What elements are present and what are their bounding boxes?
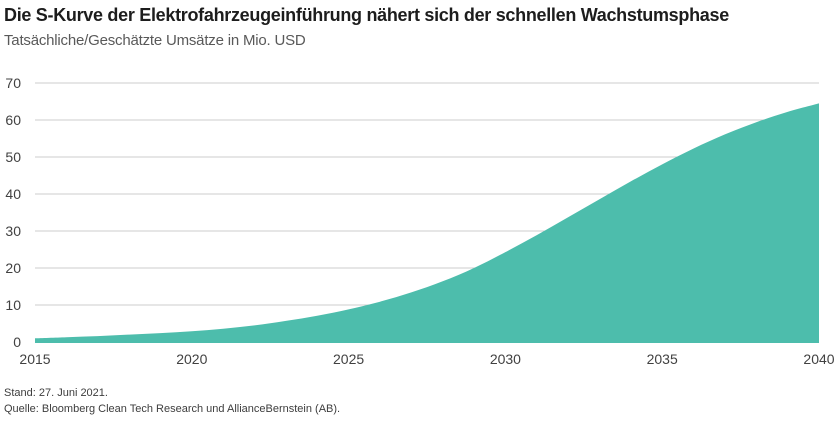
ev-revenue-area	[35, 103, 819, 344]
chart-subtitle: Tatsächliche/Geschätzte Umsätze in Mio. …	[4, 32, 306, 49]
x-tick-label: 2025	[333, 351, 364, 367]
y-tick-label: 20	[5, 260, 21, 276]
x-tick-label: 2030	[490, 351, 521, 367]
chart-title: Die S-Kurve der Elektrofahrzeugeinführun…	[4, 5, 729, 25]
y-tick-label: 40	[5, 186, 21, 202]
x-tick-label: 2035	[647, 351, 678, 367]
source-note: Quelle: Bloomberg Clean Tech Research un…	[4, 403, 341, 415]
y-tick-label: 30	[5, 223, 21, 239]
y-tick-label: 10	[5, 297, 21, 313]
x-tick-label: 2015	[19, 351, 50, 367]
x-tick-label: 2040	[803, 351, 834, 367]
y-tick-label: 50	[5, 149, 21, 165]
y-tick-label: 70	[5, 75, 21, 91]
y-tick-label: 60	[5, 112, 21, 128]
as-of-date: Stand: 27. Juni 2021.	[4, 387, 108, 399]
x-tick-label: 2020	[176, 351, 207, 367]
y-tick-label: 0	[13, 334, 21, 350]
